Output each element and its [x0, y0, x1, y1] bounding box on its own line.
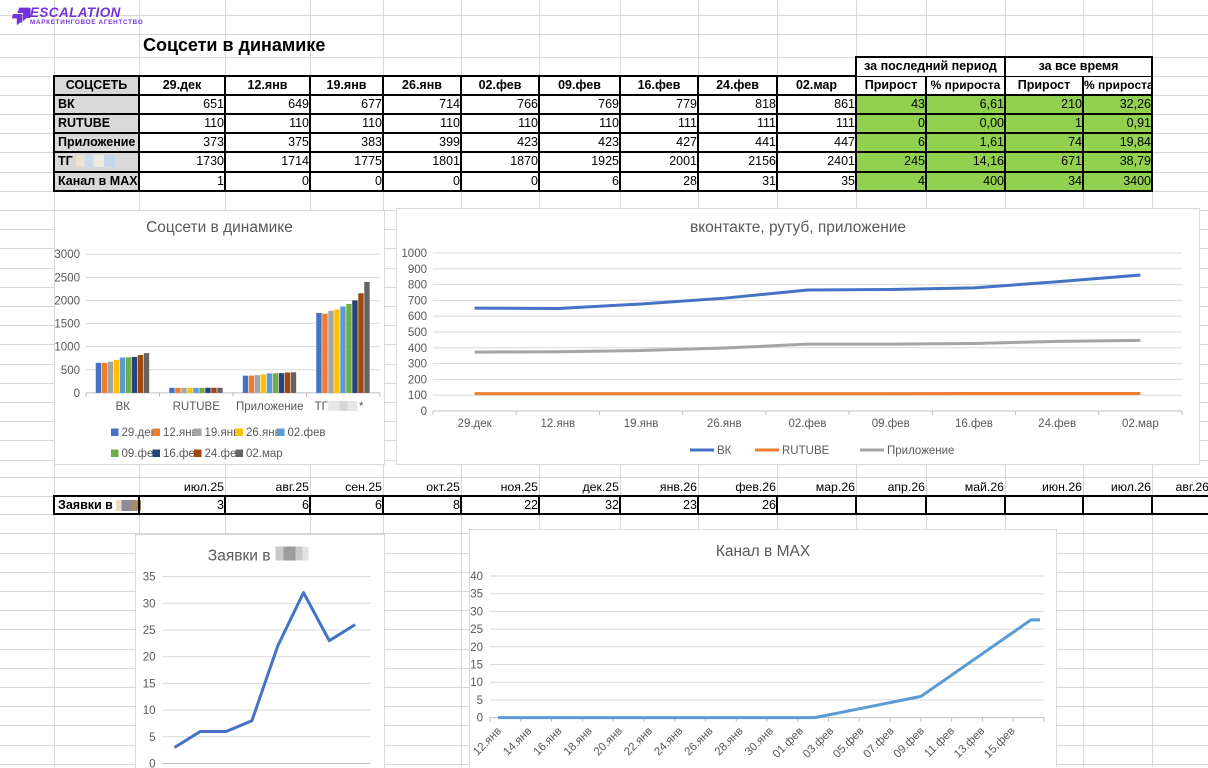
svg-text:20: 20 [470, 642, 483, 654]
svg-text:30: 30 [470, 606, 483, 618]
svg-text:24.янв: 24.янв [652, 725, 685, 758]
svg-text:26.янв: 26.янв [683, 725, 716, 758]
svg-text:0: 0 [74, 387, 80, 399]
svg-text:15: 15 [470, 660, 483, 672]
svg-text:12.янв: 12.янв [471, 725, 504, 758]
svg-text:2500: 2500 [54, 272, 80, 284]
svg-text:500: 500 [408, 327, 427, 339]
svg-text:02.мар: 02.мар [246, 448, 283, 460]
svg-text:22.янв: 22.янв [622, 725, 655, 758]
svg-text:30: 30 [142, 598, 155, 610]
svg-text:1000: 1000 [401, 248, 427, 260]
svg-text:1000: 1000 [54, 341, 80, 353]
svg-text:Заявки в: Заявки в [207, 547, 270, 564]
svg-text:600: 600 [408, 311, 427, 323]
svg-text:0: 0 [149, 758, 155, 768]
svg-text:29.дек: 29.дек [122, 427, 157, 439]
svg-text:35: 35 [470, 589, 483, 601]
svg-text:0: 0 [421, 406, 427, 418]
svg-text:13.фев: 13.фев [952, 725, 987, 760]
svg-text:Приложение: Приложение [236, 400, 303, 412]
svg-text:07.фев: 07.фев [861, 725, 896, 760]
svg-text:RUTUBE: RUTUBE [782, 445, 830, 457]
svg-text:24.фев: 24.фев [205, 448, 243, 460]
svg-text:11.фев: 11.фев [922, 725, 957, 760]
svg-text:2000: 2000 [54, 295, 80, 307]
svg-text:01.фев: 01.фев [771, 725, 806, 760]
svg-text:02.фев: 02.фев [288, 427, 326, 439]
svg-text:12.янв: 12.янв [163, 427, 198, 439]
svg-text:0: 0 [477, 713, 483, 725]
svg-text:16.фев: 16.фев [163, 448, 201, 460]
svg-text:18.янв: 18.янв [562, 725, 595, 758]
svg-text:ВК: ВК [717, 445, 732, 457]
svg-text:09.фев: 09.фев [872, 418, 910, 430]
svg-text:500: 500 [61, 364, 80, 376]
svg-text:25: 25 [470, 624, 483, 636]
svg-text:RUTUBE: RUTUBE [173, 400, 221, 412]
svg-text:10: 10 [142, 705, 155, 717]
svg-text:16.фев: 16.фев [955, 418, 993, 430]
svg-text:26.янв: 26.янв [246, 427, 281, 439]
svg-text:3000: 3000 [54, 249, 80, 261]
svg-text:5: 5 [477, 695, 483, 707]
svg-text:09.фев: 09.фев [122, 448, 160, 460]
svg-text:15.фев: 15.фев [982, 725, 1017, 760]
svg-text:25: 25 [142, 625, 155, 637]
svg-text:02.фев: 02.фев [789, 418, 827, 430]
svg-text:Приложение: Приложение [887, 445, 954, 457]
svg-text:400: 400 [408, 343, 427, 355]
svg-text:20: 20 [142, 651, 155, 663]
svg-text:19.янв: 19.янв [624, 418, 659, 430]
svg-text:5: 5 [149, 731, 155, 743]
svg-text:200: 200 [408, 374, 427, 386]
svg-text:1500: 1500 [54, 318, 80, 330]
svg-text:40: 40 [470, 571, 483, 583]
svg-text:28.янв: 28.янв [713, 725, 746, 758]
svg-text:05.фев: 05.фев [831, 725, 866, 760]
svg-text:20.янв: 20.янв [592, 725, 625, 758]
svg-text:900: 900 [408, 264, 427, 276]
svg-text:100: 100 [408, 390, 427, 402]
svg-text:*: * [359, 400, 364, 412]
svg-text:29.дек: 29.дек [458, 418, 493, 430]
svg-text:300: 300 [408, 359, 427, 371]
svg-text:14.янв: 14.янв [501, 725, 534, 758]
svg-text:02.мар: 02.мар [1122, 418, 1159, 430]
svg-text:10: 10 [470, 677, 483, 689]
svg-text:26.янв: 26.янв [707, 418, 742, 430]
svg-text:24.фев: 24.фев [1038, 418, 1076, 430]
svg-text:16.янв: 16.янв [532, 725, 565, 758]
svg-text:ВК: ВК [116, 400, 131, 412]
svg-text:700: 700 [408, 295, 427, 307]
svg-text:ТГ: ТГ [315, 400, 329, 412]
svg-text:03.фев: 03.фев [801, 725, 836, 760]
svg-text:800: 800 [408, 280, 427, 292]
svg-text:12.янв: 12.янв [540, 418, 575, 430]
svg-text:35: 35 [142, 571, 155, 583]
svg-text:19.янв: 19.янв [205, 427, 240, 439]
svg-text:09.фев: 09.фев [892, 725, 927, 760]
svg-text:15: 15 [142, 678, 155, 690]
